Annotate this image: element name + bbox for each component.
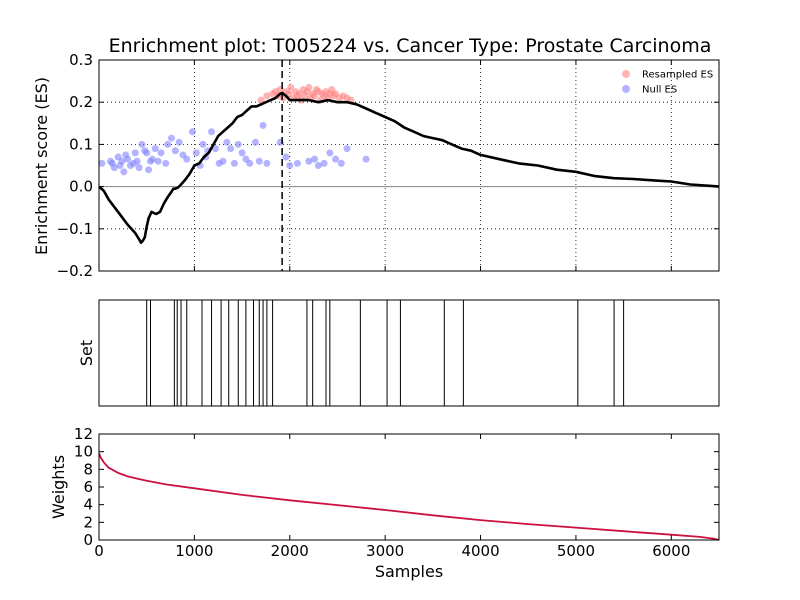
null-es-point (234, 140, 242, 148)
null-es-point (110, 164, 118, 172)
null-es-point (157, 149, 165, 157)
es-axis-label: Enrichment score (ES) (32, 77, 51, 255)
null-es-point (230, 159, 238, 167)
null-es-point (154, 157, 162, 165)
null-es-point (337, 159, 345, 167)
null-es-point (188, 128, 196, 136)
resampled-es-point (305, 83, 313, 91)
null-es-point (305, 157, 313, 165)
resampled-es-point (287, 83, 295, 91)
null-es-point (227, 145, 235, 153)
null-es-point (223, 138, 231, 146)
weights-ytick-label: 4 (83, 496, 93, 514)
null-es-point (167, 134, 175, 142)
null-es-point (120, 168, 128, 176)
set-panel (98, 299, 720, 407)
es-curve (98, 91, 720, 244)
null-es-point (343, 145, 351, 153)
null-es-point (124, 155, 132, 163)
weights-xtick-label: 2000 (271, 542, 309, 560)
chart-title: Enrichment plot: T005224 vs. Cancer Type… (109, 35, 712, 57)
null-es-point (238, 149, 246, 157)
null-es-point (326, 149, 334, 157)
weights-xtick-label: 0 (94, 542, 104, 560)
es-frame (98, 59, 720, 272)
null-es-point (332, 155, 340, 163)
es-ytick-label: 0.1 (69, 135, 93, 153)
weights-axis-label: Weights (49, 455, 68, 519)
null-es-point (143, 149, 151, 157)
weights-ytick-label: 8 (83, 460, 93, 478)
weights-ytick-label: 10 (74, 443, 93, 461)
weights-xtick-label: 3000 (366, 542, 404, 560)
weights-ytick-label: 0 (83, 531, 93, 549)
weights-frame (98, 433, 720, 541)
null-es-point (211, 145, 219, 153)
samples-axis-label: Samples (375, 562, 443, 581)
null-es-point (138, 140, 146, 148)
null-es-point (320, 159, 328, 167)
es-ytick-label: 0.3 (69, 51, 93, 69)
weights-xtick-label: 1000 (175, 542, 213, 560)
null-es-point (131, 149, 139, 157)
null-es-point (171, 147, 179, 155)
null-es-point (164, 140, 172, 148)
weights-ytick-label: 2 (83, 513, 93, 531)
null-es-point (192, 149, 200, 157)
es-ytick-label: −0.1 (57, 220, 93, 238)
null-es-point (246, 159, 254, 167)
es-panel: −0.2 −0.1 0.0 0.1 0.2 0.3 Resampled ES Null ES (57, 51, 720, 280)
weights-ytick-label: 12 (74, 425, 93, 443)
null-es-point (148, 155, 156, 163)
null-es-point (219, 157, 227, 165)
null-es-point (133, 157, 141, 165)
resampled-es-point (263, 92, 271, 100)
null-es-point (183, 155, 191, 163)
null-es-point (286, 162, 294, 169)
null-es-point (251, 138, 259, 146)
null-es-point (145, 166, 153, 174)
resampled-es-point (257, 96, 265, 104)
weights-ytick-label: 6 (83, 478, 93, 496)
null-es-point (98, 159, 106, 167)
legend-label: Null ES (642, 85, 677, 96)
null-es-point (293, 159, 301, 167)
null-es-point (162, 159, 170, 167)
null-es-point (314, 162, 322, 169)
weights-xtick-label: 4000 (461, 542, 499, 560)
weights-xtick-label: 6000 (652, 542, 690, 560)
null-es-point (255, 157, 263, 165)
null-es-point (175, 138, 183, 146)
null-es-point (151, 145, 159, 153)
es-ytick-label: 0.2 (69, 93, 93, 111)
es-ytick-label: −0.2 (57, 262, 93, 280)
null-es-point (135, 164, 143, 172)
null-es-point (259, 121, 267, 129)
null-es-point (311, 155, 319, 163)
weights-xtick-label: 5000 (557, 542, 595, 560)
null-es-point (263, 159, 271, 167)
legend-marker (622, 70, 630, 78)
set-frame (98, 299, 720, 407)
weights-curve (98, 453, 720, 541)
legend-marker (622, 85, 630, 93)
null-es-point (118, 157, 126, 165)
null-es-point (362, 155, 370, 163)
null-es-point (199, 140, 207, 148)
es-ytick-label: 0.0 (69, 178, 93, 196)
set-axis-label: Set (77, 340, 96, 366)
legend-label: Resampled ES (642, 70, 713, 81)
null-es-point (208, 128, 216, 136)
null-es-point (282, 153, 290, 161)
